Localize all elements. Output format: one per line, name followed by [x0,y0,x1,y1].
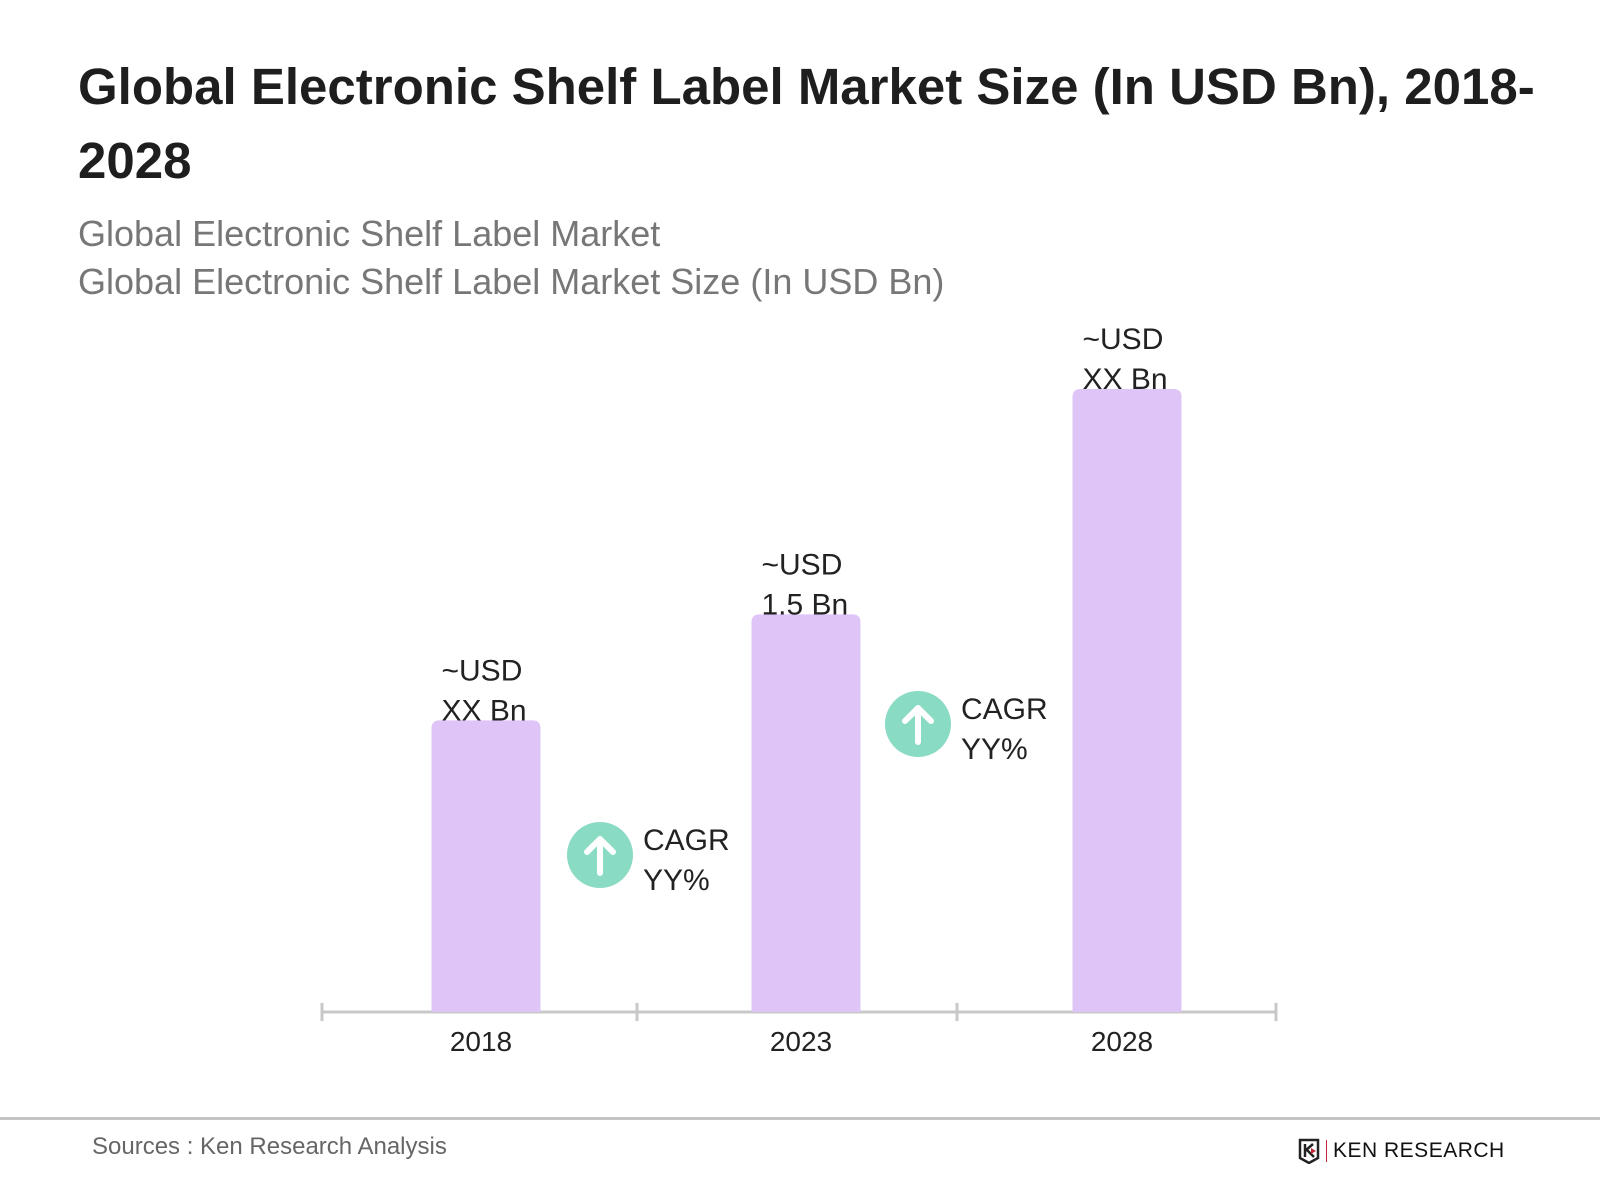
cagr-label: CAGR [643,824,730,857]
bar-chart: 2018 ~USD XX Bn 2023 ~USD 1.5 Bn 2028 ~USD XX Bn… [320,323,1278,1057]
data-label: ~USD [442,654,523,687]
data-label: ~USD [1083,323,1164,356]
data-label: 1.5 Bn [762,588,849,621]
chart-subtitle-2: Global Electronic Shelf Label Market Siz… [78,261,945,302]
footer-divider [0,1117,1600,1120]
x-tick-label: 2018 [450,1026,512,1057]
data-label: ~USD [762,548,843,581]
cagr-label: CAGR [961,693,1048,726]
arrow-up-glyph [584,836,616,876]
bar-2018 [431,720,541,1012]
ken-logo-icon [1298,1138,1320,1164]
x-tick-label: 2028 [1091,1026,1153,1057]
x-tick-label: 2023 [770,1026,832,1057]
cagr-label: YY% [643,864,710,897]
cagr-label: YY% [961,733,1028,766]
source-note: Sources : Ken Research Analysis [92,1133,447,1160]
arrow-up-glyph [902,705,934,745]
ken-research-logo: KEN RESEARCH [1298,1138,1505,1164]
bar-2023 [751,614,861,1012]
bar-2028 [1072,389,1182,1012]
data-label: XX Bn [1083,363,1168,396]
chart-subtitle-1: Global Electronic Shelf Label Market [78,213,661,254]
data-label: XX Bn [442,694,527,727]
chart-title: Global Electronic Shelf Label Market Siz… [78,58,1535,189]
logo-text: KEN RESEARCH [1333,1139,1505,1162]
